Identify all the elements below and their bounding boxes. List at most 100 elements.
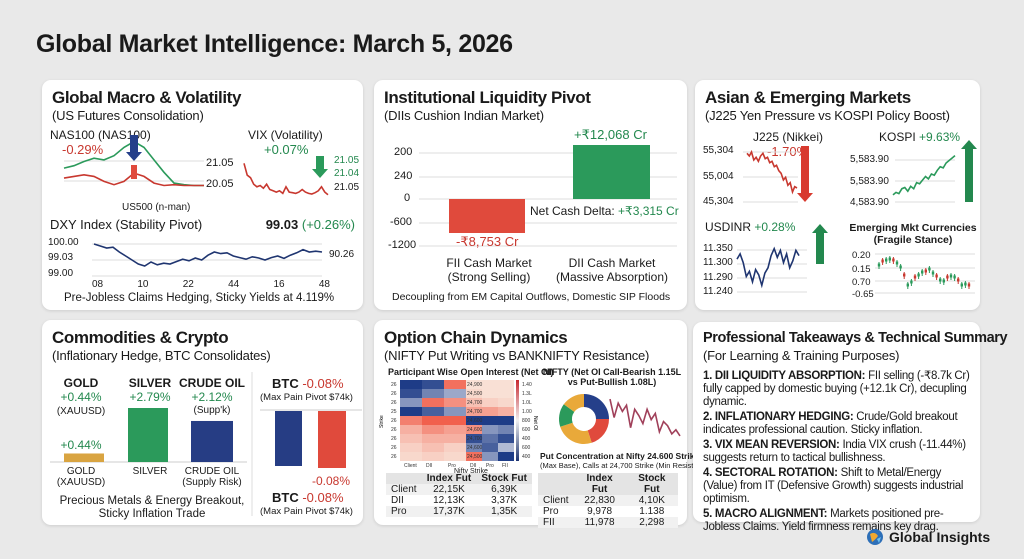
crude-bottom: CRUDE OIL [184, 466, 240, 477]
card-subtitle: (US Futures Consolidation) [52, 108, 204, 123]
candle [910, 280, 913, 284]
candle [903, 273, 906, 277]
takeaway-item: 3. VIX MEAN REVERSION: India VIX crush (… [703, 439, 975, 465]
heat-cell [444, 407, 466, 416]
candle [885, 258, 888, 262]
nas-chart [63, 135, 204, 187]
heat-side-label: Net OI [532, 416, 538, 430]
table-row: Pro 9,978 1.138 [538, 506, 678, 517]
candle [953, 275, 956, 279]
y-tick: 4,583.90 [850, 197, 889, 208]
nas-change: -0.29% [62, 142, 104, 157]
heat-cell [400, 398, 422, 407]
candle [942, 279, 945, 283]
candle [957, 278, 960, 282]
heat-cell [482, 452, 498, 461]
heat-cell [466, 407, 482, 416]
down-arrow-icon [797, 146, 813, 202]
heat-row-label: 26 [391, 427, 397, 433]
table-cell: 17,37K [421, 506, 477, 517]
candle [881, 259, 884, 263]
heat-scale-label: 400 [522, 454, 531, 460]
dxy-ytick: 99.00 [48, 268, 74, 279]
table-cell: 4,10K [625, 495, 678, 506]
down-arrow-icon [312, 156, 328, 178]
heat-cell [466, 443, 482, 452]
table-cell: DII [391, 495, 404, 506]
takeaway-head: 4. SECTORAL ROTATION: [703, 467, 838, 479]
nifty-title: NIFTY (Net OI Call-Bearish 1.15L [542, 367, 682, 377]
heat-scale-label: 1.0L [522, 400, 532, 406]
heat-cell [422, 452, 444, 461]
heat-row-label: 25 [391, 409, 397, 415]
heat-cell [422, 398, 444, 407]
crude-name: CRUDE OIL [179, 376, 245, 390]
vix-label: VIX (Volatility) [248, 128, 323, 142]
candle [892, 258, 895, 262]
btc-bar-label: -0.08% [312, 474, 351, 488]
heat-cell [482, 434, 498, 443]
heat-cell [498, 434, 514, 443]
oi-table-left: Index Fut Stock Fut Client 22,15K 6,39K DII 12… [386, 473, 532, 517]
heat-strike-label: 24,500 [467, 454, 483, 460]
heat-strike-label: 24,600 [467, 445, 483, 451]
heat-row-label: 26 [391, 391, 397, 397]
em-sub: (Fragile Stance) [873, 234, 953, 246]
vix-chart [243, 156, 329, 196]
y-tick: 55,304 [703, 145, 734, 156]
vix-level: 21.05 [334, 182, 360, 193]
colorbar [516, 380, 519, 461]
takeaway-item: 5. MACRO ALIGNMENT: Markets positioned p… [703, 508, 975, 534]
table-cell: Pro [386, 506, 422, 517]
card-title: Asian & Emerging Markets [705, 88, 911, 107]
table-header: Stock Fut [476, 473, 532, 484]
takeaway-text: Markets positioned pre-Jobless Claims. Y… [703, 508, 944, 533]
crude-change: +2.12% [191, 390, 233, 404]
j225-line [746, 149, 798, 195]
nas-level: 21.05 [206, 157, 234, 169]
table-header: Index Fut [573, 473, 626, 495]
heat-scale-label: 600 [522, 445, 531, 451]
card-title: Option Chain Dynamics [384, 328, 568, 347]
dxy-value: 99.03 [265, 217, 299, 232]
table-cell: Pro [543, 506, 559, 517]
y-tick: 5,583.90 [850, 176, 889, 187]
heat-cell [466, 434, 482, 443]
candle [935, 274, 938, 278]
y-tick: -0.65 [852, 289, 874, 300]
takeaway-head: 1. DII LIQUIDITY ABSORPTION: [703, 370, 866, 382]
heat-cell [400, 425, 422, 434]
down-arrow-icon [126, 135, 142, 161]
brand-logo: Global Insights [866, 528, 990, 546]
donut-slice [563, 394, 584, 412]
dxy-xtick: 44 [228, 279, 240, 290]
us500-label: US500 (n-man) [122, 202, 191, 213]
dxy-xtick: 48 [318, 279, 330, 290]
heat-row-label: 26 [391, 454, 397, 460]
takeaway-text: Crude/Gold breakout indicates profession… [703, 411, 958, 436]
j225-label: J225 (Nikkei) [753, 130, 824, 144]
takeaway-text: FII selling (-₹8.7k Cr) fully capped by … [703, 370, 970, 408]
dxy-xtick: 10 [137, 279, 149, 290]
dxy-xtick: 08 [92, 279, 104, 290]
table-header [538, 473, 574, 495]
heat-cell [498, 380, 514, 389]
put-note-2: (Max Base), Calls at 24,700 Strike (Min … [540, 461, 713, 470]
up-arrow-icon [961, 140, 977, 202]
globe-icon [867, 529, 883, 545]
heat-cell [498, 425, 514, 434]
heat-cell [444, 389, 466, 398]
heat-strike-label: 24,900 [467, 382, 483, 388]
candle [888, 257, 891, 261]
dxy-line [93, 243, 323, 267]
takeaways-list: 1. DII LIQUIDITY ABSORPTION: FII selling… [703, 370, 975, 536]
kospi-line [892, 154, 956, 196]
card-title: Professional Takeaways & Technical Summa… [703, 330, 1008, 346]
heat-cell [466, 389, 482, 398]
heat-cell [466, 425, 482, 434]
dxy-change: (+0.26%) [301, 217, 355, 232]
table-header: Stock Fut [625, 473, 678, 495]
dxy-chart [92, 243, 323, 277]
heat-cell [422, 443, 444, 452]
heat-strike-label: 24,700 [467, 400, 483, 406]
